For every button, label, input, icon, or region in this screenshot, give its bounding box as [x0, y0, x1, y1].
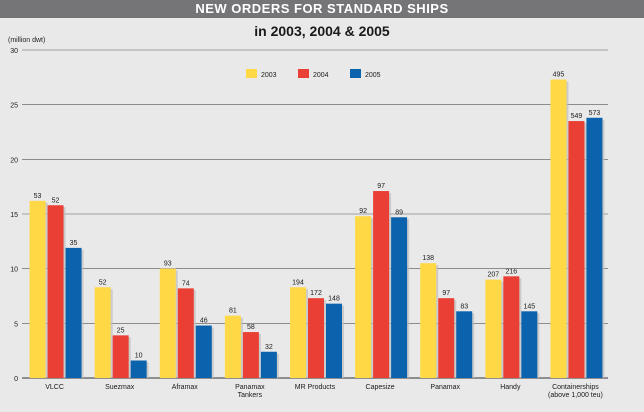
bar-2004 — [568, 121, 585, 379]
x-tick-label: Panamax — [430, 384, 460, 391]
data-label-2003: 207 — [487, 272, 499, 279]
x-tick-label: Capesize — [366, 384, 395, 391]
data-label-2005: 10 — [135, 353, 143, 360]
bar-2004 — [373, 191, 390, 378]
data-label-2004: 58 — [247, 324, 255, 331]
bar-2003 — [420, 263, 437, 378]
data-label-2003: 92 — [359, 208, 367, 215]
bar-2003 — [159, 268, 176, 378]
bar-2004 — [308, 298, 324, 378]
bar-2005 — [130, 360, 147, 378]
y-tick-label: 5 — [14, 321, 18, 328]
data-label-2004: 172 — [310, 290, 322, 297]
data-label-2004: 25 — [117, 327, 125, 334]
legend-swatch-2003 — [246, 69, 257, 78]
bar-2005 — [521, 311, 538, 378]
bar-2003 — [290, 287, 306, 378]
legend-label-2004: 2004 — [313, 72, 329, 79]
y-tick-label: 0 — [14, 376, 18, 383]
data-label-2004: 74 — [182, 280, 190, 287]
data-label-2004: 97 — [442, 290, 450, 297]
bar-2004 — [242, 332, 259, 378]
data-label-2003: 52 — [99, 279, 107, 286]
bar-2005 — [326, 303, 342, 378]
legend-swatch-2004 — [298, 69, 309, 78]
bar-2005 — [456, 311, 473, 378]
legend-label-2005: 2005 — [365, 72, 381, 79]
data-label-2004: 52 — [52, 197, 60, 204]
data-label-2005: 148 — [328, 296, 340, 303]
bar-2005 — [195, 325, 212, 378]
bar-2003 — [485, 279, 502, 378]
x-tick-label: Suezmax — [105, 384, 135, 391]
data-label-2003: 93 — [164, 261, 172, 268]
data-label-2005: 46 — [200, 318, 208, 325]
x-tick-label: MR Products — [295, 384, 336, 391]
bar-2004 — [177, 288, 194, 378]
x-tick-label: VLCC — [45, 384, 64, 391]
data-label-2005: 89 — [395, 209, 403, 216]
data-label-2003: 495 — [553, 72, 565, 79]
bar-2005 — [391, 217, 408, 378]
bar-2003 — [29, 200, 46, 378]
bar-2004 — [438, 298, 455, 378]
bar-2003 — [94, 287, 111, 378]
data-label-2004: 549 — [571, 113, 583, 120]
data-label-2003: 138 — [422, 255, 434, 262]
y-tick-label: 25 — [10, 103, 18, 110]
data-label-2004: 97 — [377, 183, 385, 190]
data-label-2005: 35 — [70, 240, 78, 247]
bar-2005 — [260, 351, 277, 378]
legend-label-2003: 2003 — [261, 72, 277, 79]
bar-2004 — [503, 276, 520, 378]
y-tick-label: 30 — [10, 48, 18, 55]
y-tick-label: 10 — [10, 267, 18, 274]
legend-swatch-2005 — [350, 69, 361, 78]
bar-2003 — [550, 79, 567, 379]
data-label-2003: 81 — [229, 308, 237, 315]
data-label-2005: 573 — [589, 110, 601, 117]
bar-2004 — [112, 335, 129, 378]
x-tick-label: Handy — [500, 384, 521, 391]
x-tick-label: Containerships (above 1,000 teu) — [548, 384, 603, 399]
bar-2005 — [586, 117, 603, 378]
bar-2003 — [355, 216, 372, 378]
data-label-2003: 53 — [34, 193, 42, 200]
y-tick-label: 15 — [10, 212, 18, 219]
bar-2004 — [47, 205, 64, 378]
x-tick-label: Panamax Tankers — [235, 384, 265, 399]
data-label-2005: 83 — [460, 303, 468, 310]
y-tick-label: 20 — [10, 157, 18, 164]
bar-2003 — [224, 315, 241, 378]
chart-subtitle: in 2003, 2004 & 2005 — [254, 23, 390, 39]
data-label-2003: 194 — [292, 279, 304, 286]
data-label-2004: 216 — [505, 268, 517, 275]
chart-title: NEW ORDERS FOR STANDARD SHIPS — [0, 0, 644, 18]
x-tick-label: Aframax — [172, 384, 199, 391]
bar-2005 — [65, 247, 82, 378]
y-axis-unit-label: (million dwt) — [8, 37, 46, 44]
data-label-2005: 145 — [523, 303, 535, 310]
data-label-2005: 32 — [265, 344, 273, 351]
